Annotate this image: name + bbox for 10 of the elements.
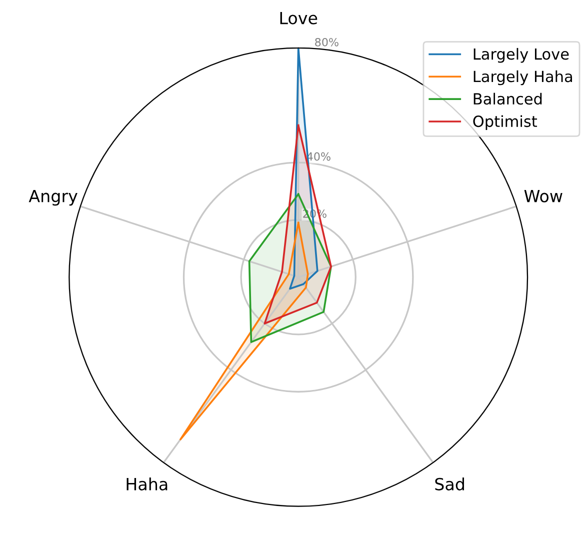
spoke-label: Haha [126, 478, 168, 490]
spoke-label: Wow [524, 190, 562, 202]
legend-label: Optimist [473, 115, 538, 130]
legend-label: Largely Love [474, 48, 569, 63]
spoke-label: Sad [435, 478, 464, 490]
spoke-label: Love [280, 12, 318, 24]
y-tick-label: 80% [315, 38, 338, 46]
spoke-label: Angry [28, 190, 78, 206]
legend-label: Largely Haha [474, 70, 572, 86]
legend-label: Balanced [474, 92, 542, 105]
